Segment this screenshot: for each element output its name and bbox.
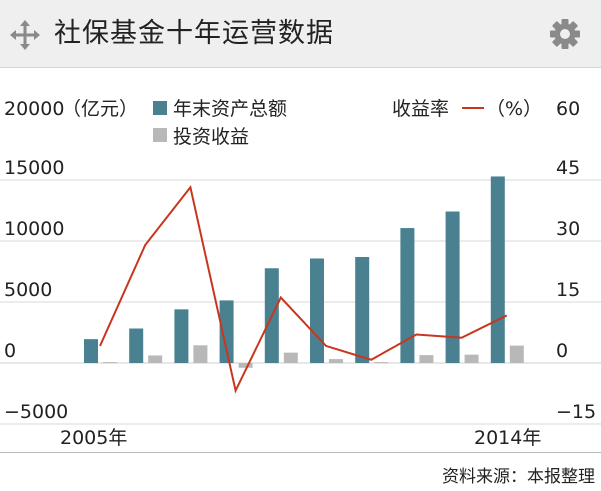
bar-income	[374, 362, 389, 364]
rate-line	[99, 185, 508, 394]
bar-income	[329, 359, 343, 363]
bar-assets	[219, 300, 234, 363]
bar-assets	[129, 328, 144, 363]
left-tick-label: 10000	[4, 218, 64, 240]
bar-assets	[400, 228, 415, 363]
right-axis: 45 30 15 0 −15	[556, 157, 596, 423]
bar-income	[103, 362, 117, 364]
bar-income	[419, 355, 434, 363]
series-income	[103, 345, 524, 368]
right-tick-label: 30	[556, 218, 580, 240]
legend-income-swatch	[153, 128, 167, 142]
bar-income	[238, 363, 253, 368]
series-rate	[99, 185, 508, 394]
right-tick-label: 0	[556, 340, 568, 362]
bar-assets	[310, 258, 324, 363]
bar-income	[283, 352, 298, 363]
page-title: 社保基金十年运营数据	[54, 18, 334, 49]
legend-income-label: 投资收益	[173, 126, 249, 148]
left-axis: 15000 10000 5000 0 −5000	[4, 157, 68, 423]
bar-assets	[174, 309, 189, 363]
right-tick-label: −15	[556, 401, 596, 423]
legend-assets-swatch	[153, 101, 167, 115]
header-bar: 社保基金十年运营数据	[0, 0, 601, 68]
bar-assets	[445, 211, 460, 363]
legend: 20000 （亿元） 年末资产总额 投资收益 收益率 （%） 60	[4, 98, 580, 148]
right-tick-label: 45	[556, 157, 580, 179]
bar-income	[193, 345, 208, 363]
right-axis-start-label: 60	[556, 98, 580, 120]
left-tick-label: 15000	[4, 157, 64, 179]
footer-divider	[0, 452, 601, 453]
bar-income	[464, 354, 479, 363]
left-tick-label: 0	[4, 340, 16, 362]
legend-rate-label: 收益率	[392, 98, 449, 120]
left-tick-label: −5000	[4, 401, 68, 423]
left-axis-start-label: 20000	[4, 98, 64, 120]
chart: 15000 10000 5000 0 −5000 45 30 15 0 −15 20000 （亿…	[0, 98, 601, 449]
move-arrows-icon[interactable]	[10, 20, 40, 50]
left-axis-unit: （亿元）	[62, 98, 138, 120]
grid-lines	[0, 179, 601, 425]
bar-income	[148, 355, 163, 363]
bar-assets	[490, 176, 505, 363]
bar-assets	[84, 339, 98, 363]
source-note: 资料来源：本报整理	[442, 467, 595, 487]
right-tick-label: 15	[556, 279, 580, 301]
right-axis-unit: （%）	[486, 98, 542, 120]
bar-assets	[355, 257, 370, 363]
bar-income	[509, 345, 524, 363]
gear-icon[interactable]	[549, 18, 581, 50]
x-label-end: 2014年	[474, 427, 541, 449]
x-label-start: 2005年	[60, 427, 127, 449]
legend-assets-label: 年末资产总额	[173, 98, 287, 120]
left-tick-label: 5000	[4, 279, 52, 301]
series-assets	[84, 176, 505, 363]
